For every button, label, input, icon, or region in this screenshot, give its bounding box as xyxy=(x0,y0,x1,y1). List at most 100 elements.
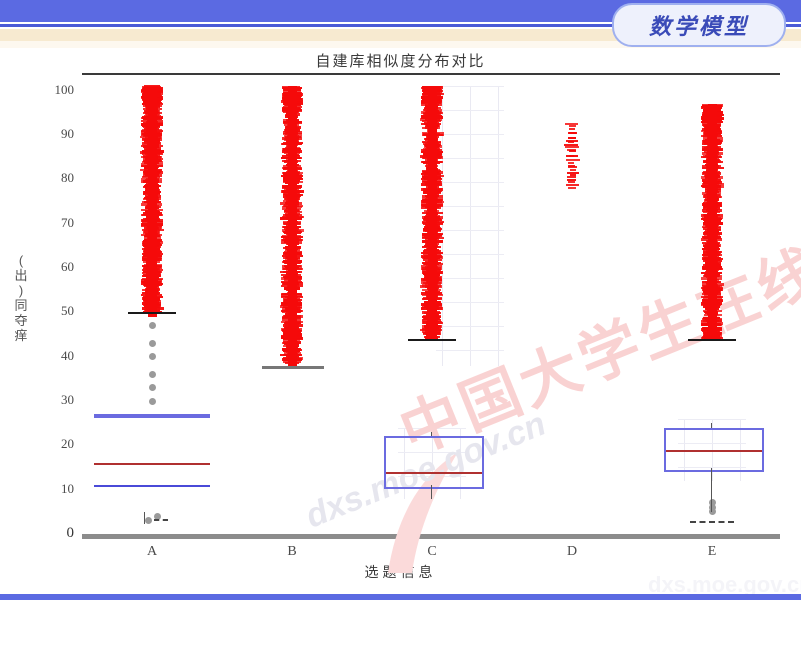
outlier-marker xyxy=(568,136,576,139)
outlier-dot xyxy=(148,353,156,361)
banner-blue-line xyxy=(0,24,801,27)
x-axis-line xyxy=(82,534,780,539)
x-tick-label-e: E xyxy=(707,544,717,559)
whisker-cap-dashed xyxy=(690,520,734,523)
grid-line-h xyxy=(436,206,504,208)
box[interactable] xyxy=(384,436,484,490)
outlier-marker xyxy=(143,85,161,88)
outlier-dot xyxy=(148,339,156,347)
grid-line-h xyxy=(436,302,504,304)
outlier-marker xyxy=(566,175,576,178)
outlier-marker xyxy=(564,123,578,126)
outlier-marker xyxy=(568,165,576,167)
median-line xyxy=(666,449,762,452)
outlier-marker xyxy=(567,131,577,134)
grid-line-h xyxy=(436,158,504,160)
box-edge-line xyxy=(94,485,210,488)
box-group-d[interactable] xyxy=(502,48,642,534)
outlier-dot xyxy=(708,503,716,511)
outlier-marker xyxy=(568,166,577,169)
y-tick-label: 60 xyxy=(61,259,74,275)
y-tick-label: 70 xyxy=(61,214,74,230)
outlier-marker xyxy=(567,180,575,183)
whisker-upper xyxy=(711,423,712,428)
grid-line-h xyxy=(436,182,504,184)
outlier-marker xyxy=(565,158,580,161)
outlier-marker xyxy=(568,150,576,153)
y-tick-label: 10 xyxy=(61,480,74,496)
banner-cream-band-2 xyxy=(0,41,801,48)
whisker-cap-dashed xyxy=(154,518,168,521)
y-axis-label-char: ( xyxy=(18,253,24,268)
y-tick-label: 80 xyxy=(61,170,74,186)
y-axis-label-char: 痒 xyxy=(14,328,28,343)
outlier-marker xyxy=(568,162,575,164)
outlier-marker xyxy=(565,139,578,142)
box-group-c[interactable] xyxy=(362,48,502,534)
box-edge-line xyxy=(94,414,210,419)
banner-white-line xyxy=(0,22,801,24)
chart-title: 自建库相似度分布对比 xyxy=(315,53,486,70)
whisker-lower xyxy=(144,511,145,524)
grid-line-h xyxy=(398,427,466,429)
outlier-marker xyxy=(564,146,580,149)
outlier-marker xyxy=(569,124,577,127)
watermark-bottom-url: dxs.moe.gov.cn xyxy=(648,572,801,597)
outlier-marker xyxy=(568,187,576,190)
y-tick-label: 20 xyxy=(61,436,74,452)
x-tick-label-b: B xyxy=(287,544,297,559)
outlier-marker xyxy=(566,179,577,182)
grid-line-h xyxy=(436,350,504,352)
whisker-cap-upper xyxy=(128,312,176,315)
y-axis-label-char: 同 xyxy=(14,298,28,313)
whisker-upper xyxy=(431,432,432,437)
box[interactable] xyxy=(664,427,764,472)
outlier-dot xyxy=(148,384,156,392)
outlier-core-column xyxy=(287,86,297,366)
bottom-bar xyxy=(0,594,801,600)
y-axis-ticks: 100 90 80 70 60 50 40 30 20 10 0 xyxy=(30,48,75,600)
outlier-core-column xyxy=(707,104,717,339)
grid-line-h xyxy=(678,442,746,444)
y-axis-label-char: 夺 xyxy=(14,313,28,328)
outlier-marker xyxy=(569,174,576,177)
outlier-core-column xyxy=(427,86,437,339)
outlier-marker xyxy=(569,128,576,130)
outlier-dot xyxy=(148,322,156,330)
banner-white-line-2 xyxy=(0,27,801,29)
outlier-dot xyxy=(153,512,161,520)
grid-line-h xyxy=(436,86,504,88)
outlier-dot xyxy=(708,499,716,507)
grid-line-h xyxy=(436,278,504,280)
y-axis-label: (出) 同夺痒 xyxy=(8,253,34,343)
outlier-core-column xyxy=(147,90,157,317)
grid-line-v xyxy=(460,427,461,499)
outlier-dot xyxy=(148,397,156,405)
outlier-marker xyxy=(565,183,579,186)
box-group-b[interactable] xyxy=(222,48,362,534)
banner-blue-band xyxy=(0,0,801,22)
outlier-marker xyxy=(568,155,575,158)
chart-container: 自建库相似度分布对比 (出) 同夺痒 100 90 80 70 60 50 40 30 20 10 0… xyxy=(0,48,801,600)
grid-line-h xyxy=(436,230,504,232)
y-axis-label-char: 出 xyxy=(14,268,28,283)
median-line xyxy=(386,471,482,474)
top-banner: 数学模型 xyxy=(0,0,801,48)
grid-line-v xyxy=(470,86,471,366)
banner-cream-band xyxy=(0,29,801,41)
outlier-dot xyxy=(708,508,716,516)
outlier-marker xyxy=(569,168,577,171)
box-group-e[interactable] xyxy=(642,48,782,534)
x-tick-label-a: A xyxy=(146,544,158,559)
whisker-lower xyxy=(431,485,432,499)
box-group-a[interactable] xyxy=(82,48,222,534)
grid-line-h xyxy=(678,466,746,468)
whisker-cap-upper xyxy=(408,338,456,341)
y-tick-label: 40 xyxy=(61,347,74,363)
outlier-dot xyxy=(144,517,152,525)
whisker-cap-lower xyxy=(262,365,324,369)
median-line xyxy=(94,463,210,466)
outlier-marker xyxy=(142,87,163,90)
grid-line-v xyxy=(442,86,443,366)
grid-line-h xyxy=(436,110,504,112)
